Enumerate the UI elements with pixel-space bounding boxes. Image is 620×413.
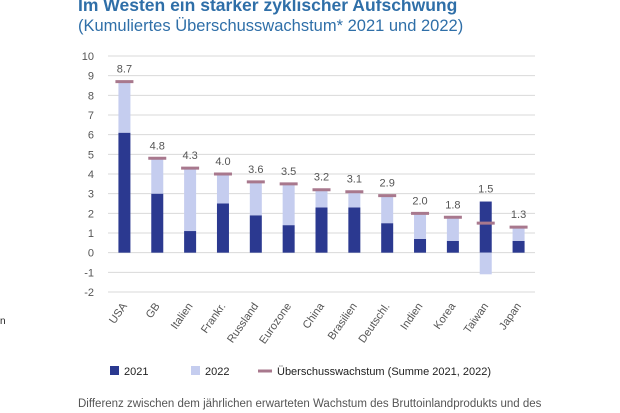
bar-2021: [151, 193, 164, 253]
x-tick-label: Korea: [432, 300, 459, 332]
bar-2021: [446, 240, 459, 253]
y-tick-label: 2: [88, 208, 94, 220]
bar-2021: [512, 240, 525, 253]
bar-2022: [381, 195, 394, 224]
y-tick-label: 5: [88, 149, 94, 161]
x-tick-label: GB: [144, 301, 163, 321]
y-tick-label: 3: [88, 189, 94, 201]
edge-text-fragment: n: [0, 316, 6, 327]
bar-2022: [315, 189, 328, 208]
bar-2021: [381, 223, 394, 253]
bar-2022: [118, 81, 131, 133]
y-tick-label: 0: [88, 248, 94, 260]
x-tick-label: USA: [107, 300, 130, 326]
bar-2022: [184, 168, 197, 232]
y-tick-label: 1: [88, 228, 94, 240]
bar-2021: [216, 203, 229, 253]
y-tick-label: 4: [88, 169, 94, 181]
legend-label-2021: 2021: [124, 366, 148, 378]
legend-swatch-2022: [191, 366, 200, 375]
y-tick-label: -1: [84, 267, 94, 279]
x-tick-label: Frankr.: [199, 301, 228, 336]
data-label: 4.8: [150, 140, 165, 152]
bar-2022: [348, 191, 361, 208]
data-label: 1.5: [478, 184, 493, 196]
bar-2021: [249, 215, 262, 253]
x-tick-label: Eurozone: [257, 301, 294, 346]
y-tick-label: -2: [84, 287, 94, 299]
bar-2022: [216, 174, 229, 204]
data-label: 8.7: [117, 64, 132, 76]
bar-2021: [184, 231, 197, 253]
data-label: 2.9: [380, 178, 395, 190]
bar-2022: [446, 217, 459, 241]
footnote: Differenz zwischen dem jährlichen erwart…: [78, 398, 542, 410]
data-label: 3.5: [281, 166, 296, 178]
bar-2022: [151, 158, 164, 194]
x-tick-label: Indien: [398, 301, 425, 332]
bar-2022: [512, 227, 525, 241]
y-tick-label: 9: [88, 71, 94, 83]
x-tick-label: Japan: [497, 301, 524, 332]
legend-label-total: Überschusswachstum (Summe 2021, 2022): [277, 366, 491, 378]
y-tick-label: 8: [88, 90, 94, 102]
data-label: 4.0: [215, 156, 230, 168]
x-tick-label: Italien: [169, 301, 196, 332]
bar-2021: [315, 207, 328, 253]
bar-2021: [348, 207, 361, 253]
data-label: 2.0: [412, 195, 427, 207]
bar-2022: [249, 181, 262, 216]
bar-2021: [414, 238, 427, 253]
bar-2022: [479, 252, 492, 275]
x-tick-label: Taiwan: [462, 301, 491, 336]
data-label: 4.3: [182, 150, 197, 162]
bar-2022: [414, 213, 427, 239]
bar-2022: [282, 183, 295, 226]
legend-label-2022: 2022: [205, 366, 229, 378]
data-label: 1.8: [445, 199, 460, 211]
data-label: 3.6: [248, 164, 263, 176]
bar-2021: [479, 201, 492, 253]
chart-subtitle: (Kumuliertes Überschusswachstum* 2021 un…: [78, 17, 464, 35]
x-tick-label: Brasilien: [326, 301, 360, 342]
y-tick-label: 6: [88, 130, 94, 142]
bar-2021: [118, 132, 131, 253]
data-label: 3.1: [347, 174, 362, 186]
bar-2021: [282, 225, 295, 253]
chart-title: Im Westen ein starker zyklischer Aufschw…: [78, 0, 458, 15]
data-label: 3.2: [314, 172, 329, 184]
x-tick-label: Russland: [225, 301, 261, 345]
legend-swatch-2021: [110, 366, 119, 375]
y-tick-label: 10: [82, 51, 94, 63]
y-tick-label: 7: [88, 110, 94, 122]
x-tick-label: Deutschl.: [357, 301, 393, 345]
data-label: 1.3: [511, 209, 526, 221]
x-tick-label: China: [301, 300, 328, 331]
